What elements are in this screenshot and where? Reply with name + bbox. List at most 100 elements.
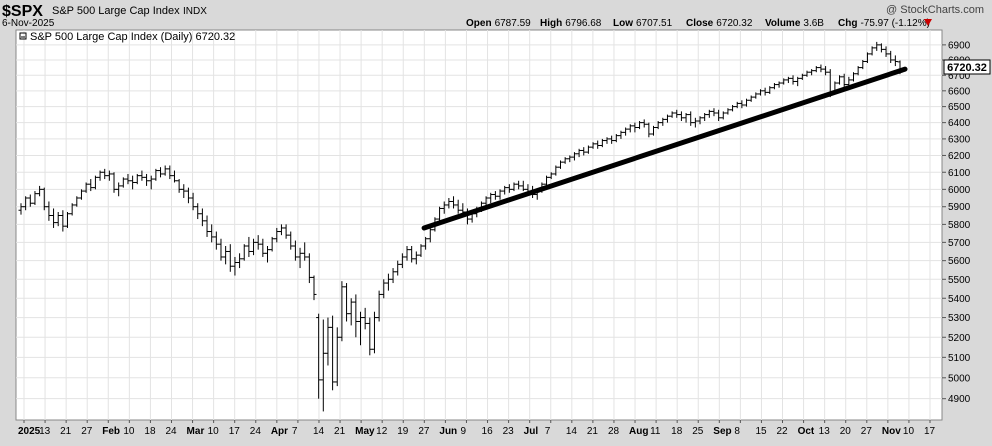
ohlc-bar [837,75,843,85]
x-tick-label: 15 [755,426,767,437]
ohlc-bar [809,69,815,76]
ohlc-bar [557,160,563,169]
ohlc-bar [678,111,684,122]
ohlc-bar [516,180,522,190]
chg-value: -75.97 (-1.12%) [860,18,929,29]
ohlc-bar [232,256,238,276]
ohlc-bar [78,189,84,200]
ohlc-bar [292,240,298,261]
x-tick-label: 22 [777,426,789,437]
y-tick-label: 6700 [948,71,971,82]
ohlc-bar [590,142,596,149]
chg-down-arrow-icon [924,19,932,26]
ohlc-bar [111,172,117,193]
ohlc-bar [325,317,331,366]
x-tick-label: 14 [566,426,578,437]
ohlc-bar [790,75,796,85]
ohlc-bar [237,253,243,269]
ohlc-bar [776,81,782,88]
x-tick-label: Jun [439,426,457,437]
x-tick-label: 27 [861,426,873,437]
ohlc-bar [506,184,512,193]
ohlc-bar [702,112,708,122]
ohlc-bar [190,192,196,211]
ohlc-bar [116,182,122,197]
x-tick-label: 17 [229,426,241,437]
ohlc-bar [799,73,805,80]
ohlc-bar [632,122,638,133]
volume-label: Volume [765,18,801,29]
ohlc-bar [688,111,694,126]
ohlc-bar [181,184,187,198]
ohlc-bar [660,117,666,126]
ohlc-bar [878,43,884,53]
ohlc-bar [227,244,233,272]
x-tick-label: Apr [271,426,288,437]
ohlc-bar [437,206,443,221]
ohlc-bar [692,117,698,128]
chart-legend: S&P 500 Large Cap Index (Daily) 6720.32 [19,31,235,43]
ohlc-bar [627,124,633,133]
ohlc-bar [218,238,224,261]
ohlc-bar [23,196,29,211]
x-tick-label: Sep [713,426,731,437]
ohlc-bar [683,112,689,123]
ohlc-bar [753,92,759,99]
ohlc-bar [567,155,573,163]
high-label: High [540,18,562,29]
ohlc-bar [60,210,66,232]
ohlc-bar [623,127,629,136]
quote-row: Open 6787.59 High 6796.68 Low 6707.51 Close… [466,18,932,29]
open-value: 6787.59 [495,18,532,29]
ohlc-bar [874,41,880,51]
ohlc-bar [850,72,856,82]
ohlc-bar [51,208,57,228]
close-value: 6720.32 [716,18,753,29]
ohlc-bar [18,203,24,215]
x-tick-label: Oct [798,426,815,437]
x-tick-label: 2025 [18,426,41,437]
ohlc-bar [846,76,852,87]
y-tick-label: 6400 [948,118,971,129]
x-tick-label: 21 [60,426,72,437]
x-tick-label: 28 [608,426,620,437]
ohlc-bar [823,66,829,76]
ohlc-bar [711,108,717,117]
ohlc-bar [376,290,382,322]
ohlc-bar [451,196,457,209]
x-tick-label: 14 [313,426,325,437]
ohlc-bar [334,327,340,387]
ohlc-bar [102,168,108,180]
ohlc-bar [446,197,452,209]
ohlc-bar [762,87,768,96]
ohlc-bar [88,179,94,192]
ohlc-bar [581,147,587,156]
ohlc-bar [497,189,503,200]
ohlc-bar [744,98,750,107]
ohlc-bar [739,100,745,109]
ohlc-bar [423,236,429,250]
ohlc-bar [362,307,368,330]
x-tick-label: 8 [734,426,740,437]
y-tick-label: 5300 [948,313,971,324]
ohlc-bar [167,165,173,180]
x-tick-label: 7 [292,426,298,437]
y-tick-label: 5500 [948,275,971,286]
ohlc-bar [302,242,308,261]
ohlc-bar [585,145,591,154]
ohlc-bar [488,192,494,204]
y-tick-label: 6200 [948,151,971,162]
ohlc-bar [330,315,336,391]
ohlc-bar [130,175,136,190]
ohlc-bar [734,101,740,109]
ohlc-bar [390,268,396,284]
y-tick-label: 6600 [948,86,971,97]
ohlc-bar [883,46,889,57]
ohlc-bar [409,245,415,263]
ohlc-bar [348,298,354,326]
